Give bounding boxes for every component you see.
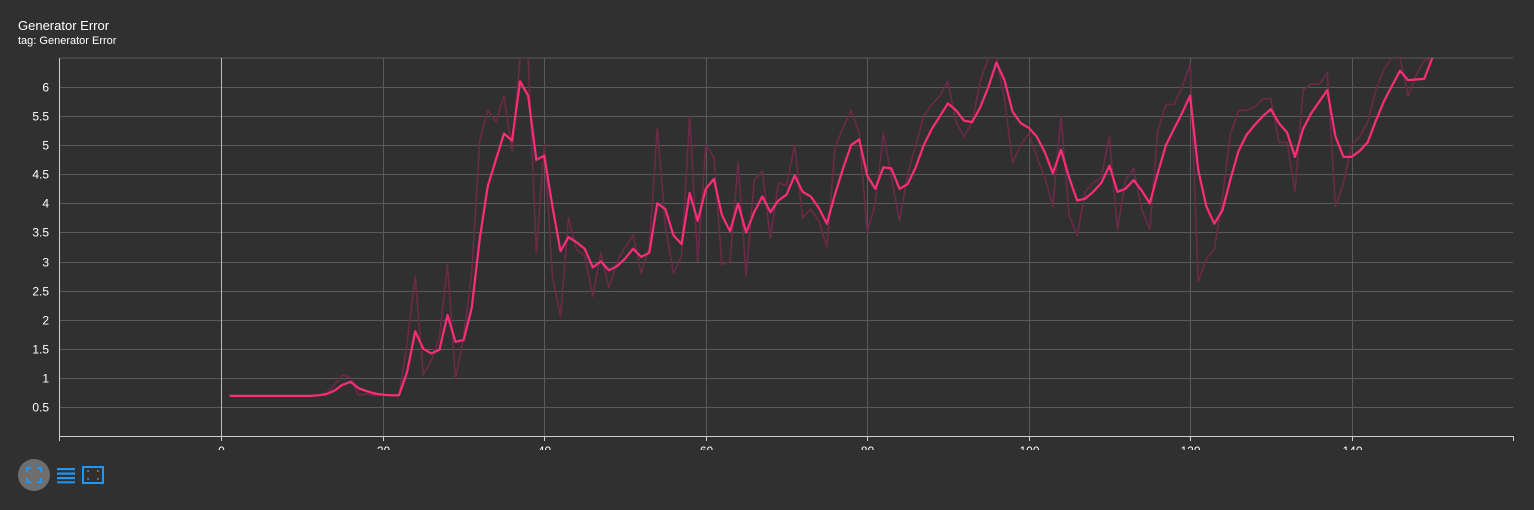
x-tick-label: 20 (377, 444, 391, 450)
x-tick-label: 140 (1342, 444, 1362, 450)
fit-domain-button[interactable] (82, 459, 104, 491)
chart-tag: tag: Generator Error (18, 35, 117, 47)
x-tick-label: 0 (218, 444, 225, 450)
chart-toolbar (18, 459, 104, 491)
x-tick-label: 80 (861, 444, 875, 450)
chart-area: 0.511.522.533.544.555.560204060801001201… (32, 57, 1514, 450)
x-tick-label: 40 (538, 444, 552, 450)
x-tick-label: 60 (700, 444, 714, 450)
y-tick-label: 1.5 (32, 343, 49, 357)
y-tick-label: 2.5 (32, 285, 49, 299)
y-tick-label: 4 (42, 197, 49, 211)
grid-layer (60, 57, 1513, 436)
fullscreen-icon (26, 467, 42, 483)
axis-layer: 0.511.522.533.544.555.560204060801001201… (32, 58, 1514, 450)
y-tick-label: 3 (42, 256, 49, 270)
y-tick-label: 5.5 (32, 110, 49, 124)
y-tick-label: 3.5 (32, 226, 49, 240)
data-table-icon (57, 468, 75, 484)
y-tick-label: 0.5 (32, 401, 49, 415)
y-tick-label: 5 (42, 139, 49, 153)
raw-series-line (229, 58, 1433, 397)
data-table-button[interactable] (55, 459, 77, 491)
x-tick-label: 120 (1180, 444, 1200, 450)
chart-title: Generator Error (18, 18, 110, 33)
fullscreen-button[interactable] (18, 459, 50, 491)
y-tick-label: 4.5 (32, 168, 49, 182)
fit-domain-icon (82, 466, 104, 484)
y-tick-label: 1 (42, 372, 49, 386)
y-tick-label: 6 (42, 81, 49, 95)
y-tick-label: 2 (42, 314, 49, 328)
card-header: Generator Error tag: Generator Error (18, 18, 116, 48)
smoothed-series-line (229, 58, 1434, 397)
x-tick-label: 100 (1019, 444, 1039, 450)
series-layer (229, 58, 1434, 397)
